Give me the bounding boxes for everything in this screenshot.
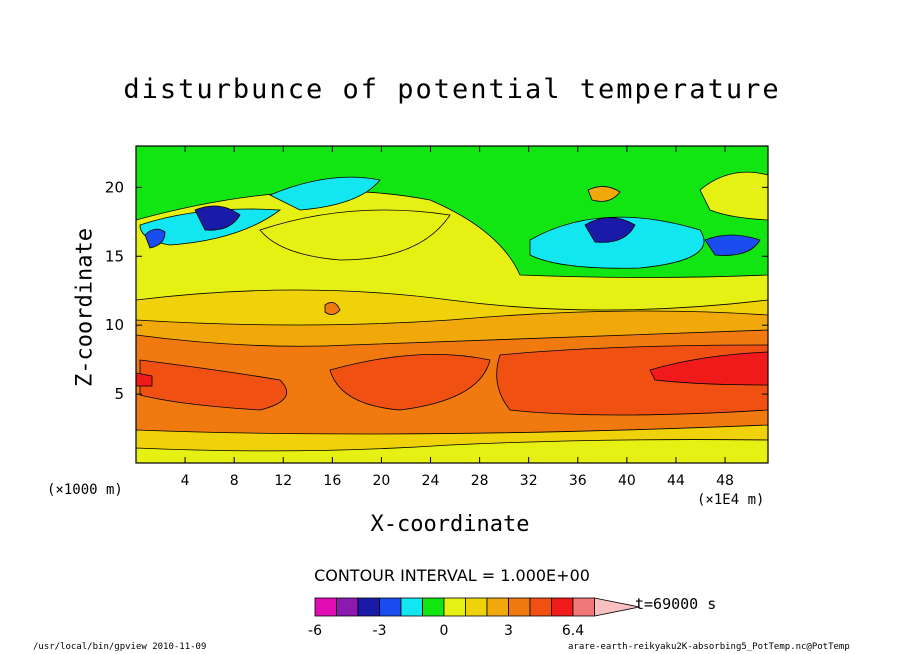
colorbar-swatch: [572, 597, 595, 617]
x-tick-label: 44: [667, 473, 685, 489]
time-label: t=69000 s: [635, 595, 717, 613]
colorbar-tick-label: -3: [373, 623, 387, 639]
y-tick-label: 10: [105, 316, 124, 334]
y-tick-label: 20: [105, 178, 124, 196]
colorbar-tick-label: -6: [308, 623, 322, 639]
colorbar-tick-label: 0: [440, 623, 449, 639]
colorbar-swatch: [400, 597, 423, 617]
x-tick-label: 32: [520, 473, 538, 489]
chart-title: disturbunce of potential temperature: [123, 74, 781, 105]
y-tick-label: 15: [105, 247, 124, 265]
region-cyan-mid: [269, 176, 381, 211]
colorbar-swatch: [508, 597, 531, 617]
region-band-4: [139, 359, 287, 411]
x-tick-label: 12: [274, 473, 292, 489]
colorbar-swatch: [336, 597, 359, 617]
region-band-5: [329, 353, 491, 411]
x-tick-label: 16: [323, 473, 341, 489]
region-red-left: [136, 372, 153, 387]
x-axis-label: X-coordinate: [370, 512, 530, 537]
footer-file: arare-earth-reikyaku2K-absorbing5_PotTem…: [568, 642, 850, 652]
x-unit-left: (×1000 m): [47, 482, 123, 498]
y-tick-label: 5: [114, 385, 124, 403]
region-upper-yellow: [259, 209, 451, 261]
colorbar-swatch: [551, 597, 574, 617]
region-cyan-right: [529, 216, 705, 269]
region-blue-right2: [704, 234, 761, 256]
x-tick-label: 40: [618, 473, 636, 489]
x-tick-label: 24: [422, 473, 440, 489]
region-blue-mid: [194, 205, 241, 231]
colorbar-swatch: [422, 597, 445, 617]
x-tick-label: 8: [230, 473, 239, 489]
region-red: [649, 351, 768, 386]
x-tick-label: 36: [569, 473, 587, 489]
colorbar-arrow: [594, 597, 640, 617]
region-blue-right: [584, 217, 636, 243]
y-axis-label: Z-coordinate: [72, 228, 98, 387]
colorbar-swatch: [486, 597, 509, 617]
region-yellow-top-right: [699, 171, 768, 221]
region-blue-left: [144, 228, 166, 249]
x-tick-label: 48: [716, 473, 734, 489]
colorbar-swatch: [443, 597, 466, 617]
region-orange-top: [587, 186, 621, 202]
plot-frame: [135, 145, 769, 464]
colorbar-swatch: [314, 597, 337, 617]
x-tick-label: 28: [471, 473, 489, 489]
region-blob-small: [324, 302, 341, 315]
colorbar-swatch: [465, 597, 488, 617]
region-bottom-yellow: [136, 439, 768, 463]
x-tick-label: 20: [373, 473, 391, 489]
colorbar-swatch: [357, 597, 380, 617]
contour-interval: CONTOUR INTERVAL = 1.000E+00: [314, 566, 590, 585]
x-unit-right: (×1E4 m): [697, 492, 765, 508]
colorbar-swatch: [379, 597, 402, 617]
x-tick-label: 4: [181, 473, 190, 489]
footer-command: /usr/local/bin/gpview 2010-11-09: [33, 642, 207, 652]
colorbar-swatch: [529, 597, 552, 617]
colorbar-tick-label: 3: [504, 623, 513, 639]
colorbar-tick-label: 6.4: [562, 623, 584, 639]
